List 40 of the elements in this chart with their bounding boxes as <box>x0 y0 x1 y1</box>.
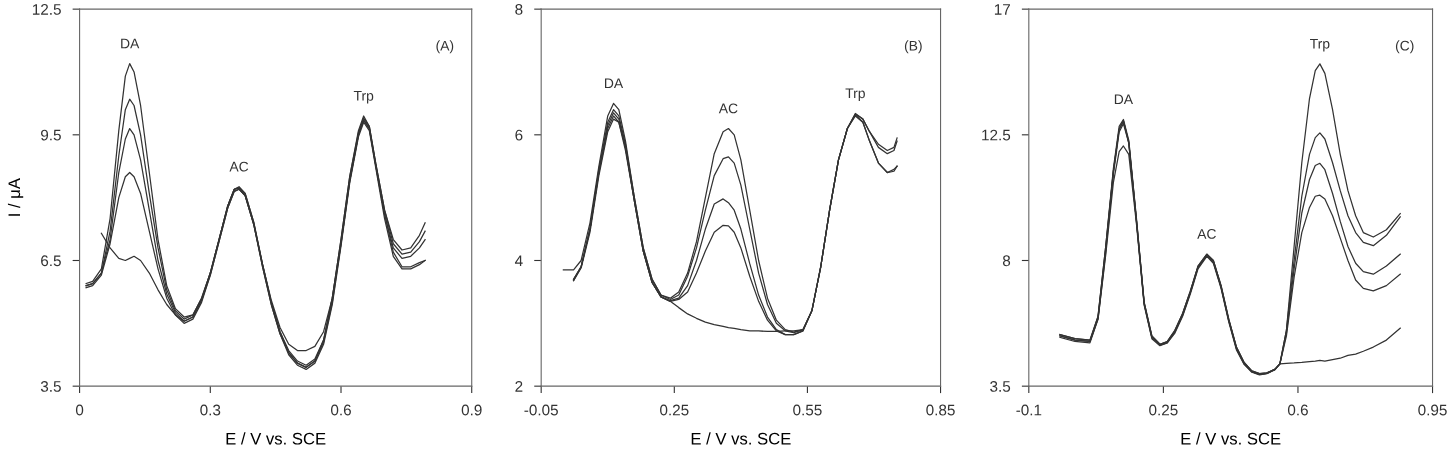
x-tick-label: 0.3 <box>200 404 221 416</box>
y-tick-label: 12.5 <box>982 129 1011 141</box>
annotation: (B) <box>904 40 922 54</box>
x-tick-label: -0.1 <box>1016 404 1042 416</box>
x-tick-label: 0.25 <box>660 404 689 416</box>
y-tick-label: 8 <box>1002 255 1011 267</box>
annotation: AC <box>229 161 249 172</box>
annotation: (C) <box>1395 40 1414 54</box>
annotation: AC <box>718 103 738 114</box>
y-tick-label: 3.5 <box>990 381 1011 392</box>
annotation: DA <box>605 78 624 89</box>
x-axis-title: E / V vs. SCE <box>1181 432 1281 445</box>
annotation: Trp <box>1310 38 1330 52</box>
x-tick-label: 0.55 <box>793 404 822 416</box>
x-tick-label: 0 <box>75 404 84 416</box>
y-axis-title: I / μA <box>7 178 24 216</box>
x-tick-label: 0.25 <box>1149 404 1178 416</box>
y-tick-label: 17 <box>994 4 1010 15</box>
x-tick-label: 0.9 <box>461 404 482 416</box>
y-tick-label: 6 <box>515 129 523 141</box>
y-tick-label: 9.5 <box>41 129 61 141</box>
annotation: DA <box>1114 94 1134 105</box>
annotation: AC <box>1197 228 1216 239</box>
annotation: DA <box>121 38 140 49</box>
x-tick-label: 0.85 <box>926 404 955 416</box>
x-tick-label: -0.05 <box>524 404 558 416</box>
x-tick-label: 0.6 <box>1287 404 1308 416</box>
x-tick-label: 0.6 <box>330 404 351 416</box>
y-tick-label: 8 <box>515 4 523 15</box>
annotation: Trp <box>353 91 374 104</box>
y-tick-label: 4 <box>514 255 523 267</box>
y-tick-label: 2 <box>515 381 523 392</box>
x-tick-label: 0.95 <box>1418 404 1447 416</box>
x-axis-title: E / V vs. SCE <box>226 432 326 445</box>
annotation: Trp <box>845 88 865 101</box>
y-tick-label: 12.5 <box>32 4 61 15</box>
y-tick-label: 3.5 <box>40 381 61 392</box>
y-tick-label: 6.5 <box>41 255 61 267</box>
x-axis-title: E / V vs. SCE <box>691 432 791 445</box>
annotation: (A) <box>436 40 454 54</box>
